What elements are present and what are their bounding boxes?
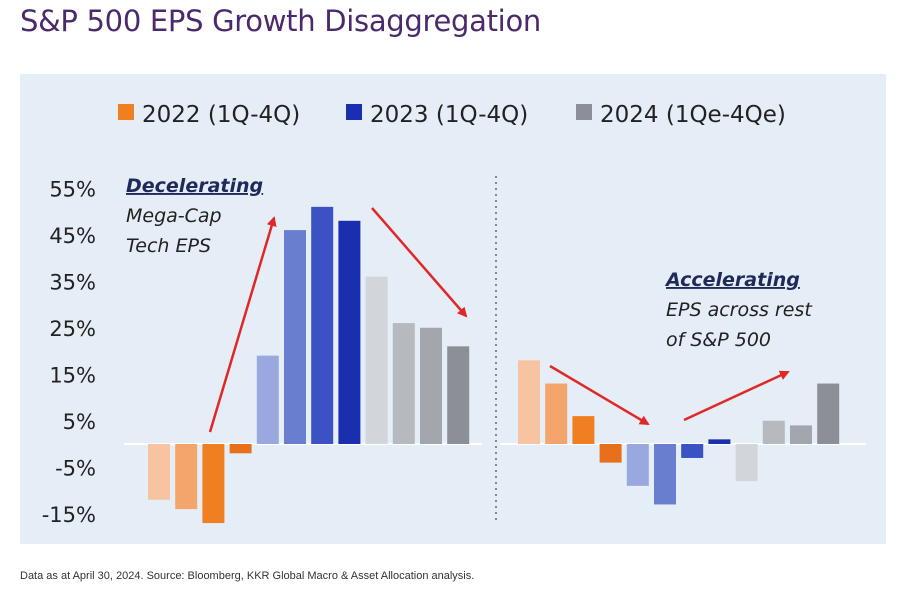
y-tick-label: -5% (55, 456, 96, 480)
chart-panel: 2022 (1Q-4Q) 2023 (1Q-4Q) 2024 (1Qe-4Qe) 5… (20, 74, 886, 544)
trend-arrow (371, 207, 468, 318)
y-tick-label: 35% (49, 270, 96, 294)
y-tick-label: -15% (42, 503, 96, 527)
y-tick-label: 55% (49, 177, 96, 201)
legend-swatch-2024 (576, 104, 592, 120)
chart-title: S&P 500 EPS Growth Disaggregation (20, 4, 541, 38)
legend-label-2024: 2024 (1Qe-4Qe) (600, 102, 786, 128)
bar-rest-2023-2Q (654, 444, 676, 505)
annotation-text: of S&P 500 (666, 329, 771, 351)
bar-rest-2022-4Q (599, 444, 622, 463)
bar-rest-2024-3Qe (790, 425, 812, 444)
chart-svg: 2022 (1Q-4Q) 2023 (1Q-4Q) 2024 (1Qe-4Qe) 5… (42, 102, 866, 527)
annotation-text: Mega-Cap (126, 205, 222, 227)
y-tick-label: 45% (49, 224, 96, 248)
bar-megacap-2024-2Qe (392, 323, 415, 444)
bar-megacap-2024-1Qe (365, 276, 388, 444)
footnote: Data as at April 30, 2024. Source: Bloom… (20, 570, 475, 582)
annotation-text: EPS across rest (666, 299, 813, 321)
y-tick-label: 25% (49, 317, 96, 341)
bar-megacap-2023-4Q (338, 220, 361, 444)
bar-rest-2024-2Qe (762, 420, 785, 444)
bar-rest-2023-4Q (708, 439, 731, 444)
bar-megacap-2023-1Q (256, 355, 279, 444)
bar-megacap-2024-3Qe (420, 327, 442, 444)
annotation-heading: Accelerating (664, 269, 800, 291)
bar-rest-2022-3Q (572, 416, 595, 444)
annotation-text: Tech EPS (126, 235, 211, 257)
bar-megacap-2022-4Q (229, 444, 252, 454)
annotation-heading: Decelerating (126, 175, 263, 197)
bar-rest-2022-2Q (545, 383, 568, 444)
legend-swatch-2023 (346, 104, 362, 120)
trend-arrow (549, 364, 650, 426)
bar-megacap-2022-1Q (148, 444, 170, 500)
legend-swatch-2022 (118, 104, 134, 120)
y-tick-label: 5% (63, 410, 96, 434)
bar-megacap-2022-2Q (175, 444, 198, 510)
legend-label-2023: 2023 (1Q-4Q) (370, 102, 528, 128)
trend-arrow (683, 370, 790, 422)
legend-label-2022: 2022 (1Q-4Q) (142, 102, 300, 128)
bar-rest-2024-1Qe (735, 444, 758, 482)
trend-arrow (208, 216, 277, 433)
bar-megacap-2022-3Q (202, 444, 225, 524)
bar-rest-2022-1Q (518, 360, 540, 444)
bar-rest-2023-3Q (681, 444, 704, 458)
bar-megacap-2024-4Qe (447, 346, 470, 444)
bar-rest-2023-1Q (626, 444, 649, 486)
y-tick-label: 15% (49, 363, 96, 387)
bar-megacap-2023-2Q (284, 230, 306, 444)
bar-megacap-2023-3Q (311, 206, 334, 444)
bar-rest-2024-4Qe (817, 383, 840, 444)
